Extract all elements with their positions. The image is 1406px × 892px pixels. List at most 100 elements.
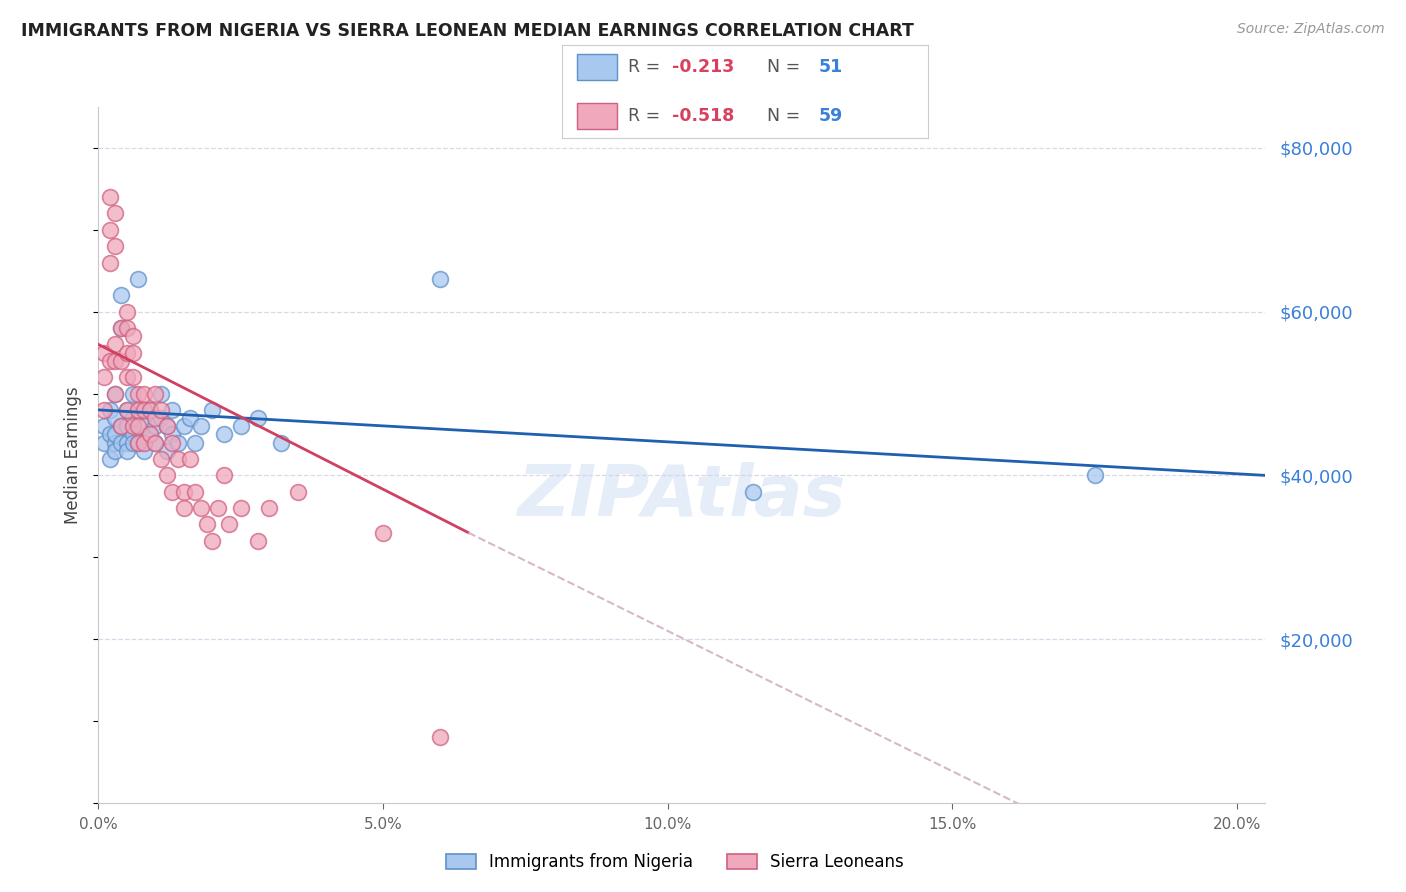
Point <box>115 419 138 434</box>
Point <box>93 403 115 417</box>
Text: 51: 51 <box>818 58 842 76</box>
Point <box>115 443 138 458</box>
Point <box>132 443 155 458</box>
Point <box>127 403 149 417</box>
Point <box>143 411 166 425</box>
Point <box>212 427 235 442</box>
Text: 59: 59 <box>818 107 842 125</box>
Text: -0.518: -0.518 <box>672 107 734 125</box>
Text: ZIPAtlas: ZIPAtlas <box>517 462 846 531</box>
Point <box>150 411 173 425</box>
Point <box>1084 468 1107 483</box>
Text: IMMIGRANTS FROM NIGERIA VS SIERRA LEONEAN MEDIAN EARNINGS CORRELATION CHART: IMMIGRANTS FROM NIGERIA VS SIERRA LEONEA… <box>21 22 914 40</box>
Point <box>371 525 394 540</box>
Point <box>287 484 309 499</box>
Point <box>246 411 269 425</box>
Point <box>184 435 207 450</box>
Point <box>229 501 252 516</box>
Point <box>115 304 138 318</box>
Point <box>121 411 143 425</box>
Point <box>162 427 184 442</box>
Point <box>173 484 195 499</box>
Point <box>156 419 179 434</box>
Text: N =: N = <box>768 58 806 76</box>
Point <box>246 533 269 548</box>
Point <box>115 345 138 359</box>
Point <box>127 403 149 417</box>
Point <box>110 419 132 434</box>
Point <box>127 435 149 450</box>
Point <box>162 403 184 417</box>
Point <box>121 329 143 343</box>
Point <box>257 501 280 516</box>
Point <box>190 419 212 434</box>
Point <box>229 419 252 434</box>
Point <box>98 255 121 269</box>
Point <box>138 403 160 417</box>
Point <box>104 435 127 450</box>
Point <box>207 501 229 516</box>
Point <box>201 403 224 417</box>
Point <box>98 223 121 237</box>
Text: R =: R = <box>628 107 666 125</box>
Bar <box>576 103 617 129</box>
Point <box>104 206 127 220</box>
Point <box>121 370 143 384</box>
Text: Source: ZipAtlas.com: Source: ZipAtlas.com <box>1237 22 1385 37</box>
Point <box>121 435 143 450</box>
Point <box>156 419 179 434</box>
Point <box>104 443 127 458</box>
Point <box>167 452 190 467</box>
Text: -0.213: -0.213 <box>672 58 734 76</box>
Point <box>190 501 212 516</box>
Point <box>121 427 143 442</box>
Text: R =: R = <box>628 58 666 76</box>
Point <box>104 386 127 401</box>
Point <box>138 427 160 442</box>
Point <box>104 427 127 442</box>
Point <box>104 386 127 401</box>
Point <box>93 435 115 450</box>
Point <box>115 403 138 417</box>
Point <box>110 288 132 302</box>
Point <box>132 403 155 417</box>
Point <box>162 435 184 450</box>
Point <box>121 345 143 359</box>
Point <box>115 370 138 384</box>
Point <box>132 386 155 401</box>
Point <box>742 484 765 499</box>
Point <box>98 452 121 467</box>
Y-axis label: Median Earnings: Median Earnings <box>65 386 83 524</box>
Point <box>132 435 155 450</box>
Point <box>132 435 155 450</box>
Point <box>104 239 127 253</box>
Point <box>93 345 115 359</box>
Point <box>98 353 121 368</box>
Point <box>93 370 115 384</box>
Point <box>143 386 166 401</box>
Point <box>115 403 138 417</box>
Point <box>218 517 240 532</box>
Point <box>110 435 132 450</box>
Point <box>212 468 235 483</box>
Point <box>143 435 166 450</box>
Point <box>143 419 166 434</box>
Point <box>104 411 127 425</box>
Point <box>110 419 132 434</box>
Point <box>184 484 207 499</box>
Point <box>162 484 184 499</box>
Point <box>156 468 179 483</box>
Point <box>429 272 451 286</box>
Point <box>121 386 143 401</box>
Text: N =: N = <box>768 107 806 125</box>
Point <box>179 411 201 425</box>
Point <box>104 353 127 368</box>
Bar <box>576 54 617 80</box>
Point <box>429 731 451 745</box>
Point <box>127 386 149 401</box>
Point <box>138 427 160 442</box>
Point <box>127 272 149 286</box>
Point <box>150 452 173 467</box>
Point <box>115 321 138 335</box>
Point <box>138 403 160 417</box>
